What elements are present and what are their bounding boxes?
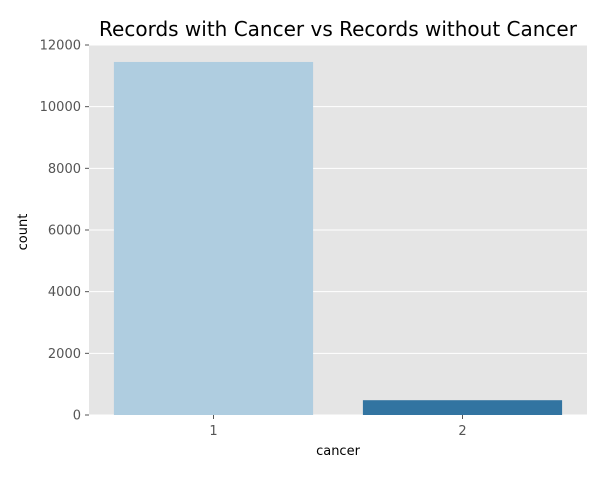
x-tick-label: 2 <box>458 424 466 439</box>
y-tick-label: 10000 <box>40 100 81 115</box>
x-axis-label: cancer <box>316 444 360 459</box>
bars <box>113 61 563 415</box>
y-tick-label: 2000 <box>48 347 81 362</box>
chart-title: Records with Cancer vs Records without C… <box>99 17 578 41</box>
y-tick-label: 6000 <box>48 224 81 239</box>
y-tick-label: 12000 <box>40 39 81 54</box>
y-tick-label: 0 <box>73 409 81 424</box>
y-tick-label: 8000 <box>48 162 81 177</box>
x-tick-label: 1 <box>209 424 217 439</box>
y-axis-ticks: 0 2000 4000 6000 8000 10000 12000 <box>40 39 89 424</box>
bar-1 <box>113 61 314 415</box>
y-tick-label: 4000 <box>48 285 81 300</box>
y-axis-label: count <box>16 214 31 251</box>
bar-2 <box>362 400 563 415</box>
